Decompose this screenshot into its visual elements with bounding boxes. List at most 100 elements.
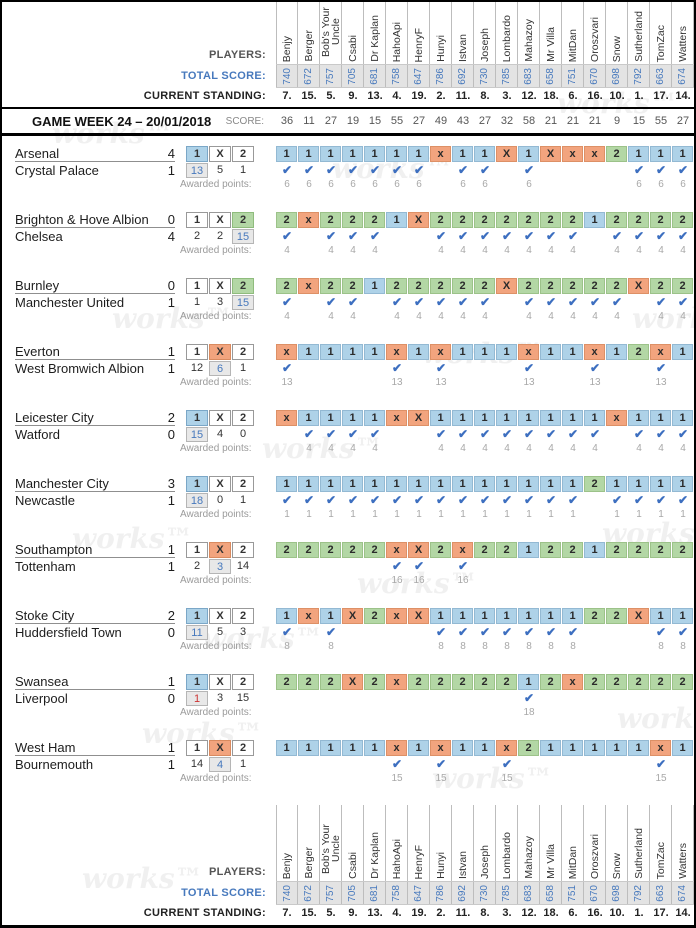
points-empty xyxy=(364,641,386,652)
check-empty xyxy=(408,756,430,772)
check-icon: ✔ xyxy=(303,163,315,177)
total-scores-bottom: 740 672 757 705 681 758 647 786 692 730 785 683 658 7… xyxy=(276,881,694,905)
points-empty xyxy=(672,575,694,586)
check-empty xyxy=(298,756,320,772)
check-icon: ✔ xyxy=(369,427,381,441)
total-score: 658 xyxy=(545,67,556,85)
outcome-box-2: 2 xyxy=(232,541,254,558)
pick-cell: 1 xyxy=(320,475,341,492)
player-name: Mahazoy xyxy=(522,19,535,62)
pick-cell: X xyxy=(628,277,649,294)
check-icon: ✔ xyxy=(435,229,447,243)
week-score: 11 xyxy=(303,115,315,127)
match-block: Stoke City 2 1 X 2 1 x 1 X 2 x X 1 1 1 1 1 1 1 2 2 X 1 1 Hudders… xyxy=(2,607,694,653)
awarded-points-label: Awarded points: xyxy=(180,377,252,388)
points-empty xyxy=(320,377,342,388)
pick-cell: 2 xyxy=(562,211,583,228)
pick-cell: 1 xyxy=(518,145,539,162)
pick-cell: 1 xyxy=(562,343,583,360)
check-icon: ✔ xyxy=(523,691,535,705)
points-empty xyxy=(606,773,628,784)
points-row: 18 xyxy=(276,707,694,718)
points-value: 4 xyxy=(284,311,290,322)
points-empty xyxy=(672,377,694,388)
player-column: Oroszvari xyxy=(584,2,606,64)
points-empty xyxy=(584,707,606,718)
outcome-box-1: 1 xyxy=(186,277,208,294)
pick-cell: 2 xyxy=(496,211,517,228)
check-icon: ✔ xyxy=(413,493,425,507)
pick-cell: x xyxy=(430,739,451,756)
check-empty xyxy=(298,558,320,574)
standing-row: CURRENT STANDING: 7. 15. 5. 9. 13. 4. 19. 2. 11.… xyxy=(2,905,694,921)
player-column: Bob's Your Uncle xyxy=(320,2,342,64)
player-column: Mr Villa xyxy=(540,2,562,64)
check-icon: ✔ xyxy=(523,427,535,441)
home-team-row: Stoke City 2 xyxy=(15,608,175,624)
check-icon: ✔ xyxy=(457,427,469,441)
points-empty xyxy=(386,707,408,718)
outcome-box-x: X xyxy=(209,475,231,492)
points-value: 6 xyxy=(416,179,422,190)
player-name: HenryF xyxy=(412,27,425,62)
check-empty xyxy=(496,162,518,178)
check-icon: ✔ xyxy=(281,229,293,243)
total-score-cell: 705 xyxy=(342,882,364,904)
week-score: 55 xyxy=(390,115,404,127)
week-score: 21 xyxy=(544,115,558,127)
pick-cell: 1 xyxy=(386,211,407,228)
pick-cell: 1 xyxy=(408,739,429,756)
check-empty xyxy=(606,624,628,640)
checks-row: ✔ ✔ ✔ ✔ ✔ ✔ ✔ ✔ ✔ ✔ ✔ ✔ ✔ ✔ ✔ xyxy=(276,228,694,244)
pick-cell: 1 xyxy=(518,541,539,558)
pick-cell: x xyxy=(496,739,517,756)
check-empty xyxy=(628,294,650,310)
pick-cell: 2 xyxy=(430,277,451,294)
points-empty xyxy=(364,575,386,586)
pick-cell: 1 xyxy=(672,739,693,756)
total-score: 751 xyxy=(567,884,578,902)
check-icon: ✔ xyxy=(369,163,381,177)
outcome-box-1: 1 xyxy=(186,607,208,624)
points-value: 4 xyxy=(658,443,664,454)
pick-cell: 2 xyxy=(584,277,605,294)
outcome-box-2: 2 xyxy=(232,475,254,492)
points-value: 1 xyxy=(438,509,444,520)
check-icon: ✔ xyxy=(677,229,689,243)
points-value: 1 xyxy=(680,509,686,520)
total-score-cell: 647 xyxy=(408,882,430,904)
points-value: 4 xyxy=(350,443,356,454)
check-empty xyxy=(298,294,320,310)
player-name: MitDan xyxy=(566,845,579,879)
player-column: Mr Villa xyxy=(540,805,562,881)
check-empty xyxy=(584,756,606,772)
pick-cell: 2 xyxy=(650,211,671,228)
check-icon: ✔ xyxy=(655,295,667,309)
pick-cell: 1 xyxy=(584,409,605,426)
away-team-row: Bournemouth 1 xyxy=(15,757,175,772)
home-team-row: Southampton 1 xyxy=(15,542,175,558)
outcome-box-x: X xyxy=(209,277,231,294)
player-name: Joseph xyxy=(478,28,491,62)
awarded-points-label: Awarded points: xyxy=(180,443,252,454)
player-column: Lombardo xyxy=(496,805,518,881)
pick-cell: X xyxy=(496,145,517,162)
check-icon: ✔ xyxy=(545,625,557,639)
points-empty xyxy=(276,443,298,454)
points-value: 4 xyxy=(570,311,576,322)
check-empty xyxy=(606,426,628,442)
checks-row: ✔ ✔ ✔ ✔ ✔ ✔ ✔ ✔ ✔ ✔ ✔ ✔ ✔ xyxy=(276,162,694,178)
check-empty xyxy=(562,558,584,574)
vote-count: 14 xyxy=(236,559,250,572)
check-empty xyxy=(276,690,298,706)
points-value: 15 xyxy=(391,773,403,784)
checks-row: ✔ ✔ ✔ ✔ ✔ ✔ xyxy=(276,360,694,376)
pick-cell: 2 xyxy=(474,673,495,690)
points-empty xyxy=(408,377,430,388)
points-row: 4 4 4 4 4 4 4 4 4 4 4 4 4 4 4 xyxy=(276,443,694,454)
pick-cell: 1 xyxy=(452,145,473,162)
total-score-cell: 683 xyxy=(518,65,540,87)
total-score: 670 xyxy=(589,67,600,85)
pick-cell: 1 xyxy=(540,739,561,756)
awarded-points-label: Awarded points: xyxy=(180,311,252,322)
